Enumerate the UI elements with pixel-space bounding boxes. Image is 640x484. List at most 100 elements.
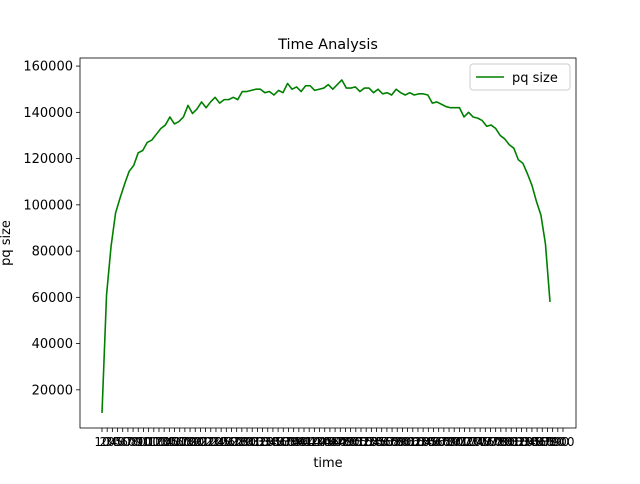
data-point — [228, 99, 230, 101]
x-tick-label: 50 — [115, 435, 130, 449]
data-point — [255, 88, 257, 90]
data-point — [106, 294, 108, 296]
x-tick-label: 750 — [474, 435, 497, 449]
data-point — [210, 101, 212, 103]
x-tick-label: 490 — [339, 435, 362, 449]
y-tick-label: 60000 — [32, 291, 73, 306]
axes-frame — [79, 57, 577, 429]
x-tick-label: 560 — [375, 435, 398, 449]
data-point — [481, 120, 483, 122]
y-tick-label: 160000 — [23, 60, 73, 75]
x-tick-label: 630 — [412, 435, 435, 449]
data-point — [128, 170, 130, 172]
data-point — [318, 88, 320, 90]
x-tick-label: 40 — [110, 435, 125, 449]
data-point — [259, 88, 261, 90]
x-tick-label: 810 — [505, 435, 528, 449]
data-point — [404, 94, 406, 96]
x-tick-label: 410 — [298, 435, 321, 449]
x-tick-label: 110 — [142, 435, 165, 449]
x-tick-label: 210 — [194, 435, 217, 449]
data-point — [291, 88, 293, 90]
x-tick-label: 720 — [458, 435, 481, 449]
x-tick-label: 870 — [536, 435, 559, 449]
data-point — [160, 128, 162, 130]
data-point — [278, 89, 280, 91]
legend-frame — [469, 63, 571, 91]
data-point — [341, 79, 343, 81]
data-point — [296, 86, 298, 88]
data-point — [513, 147, 515, 149]
x-tick-label: 520 — [355, 435, 378, 449]
x-tick-label: 380 — [282, 435, 305, 449]
x-tick-label: 500 — [344, 435, 367, 449]
x-tick-label: 180 — [179, 435, 202, 449]
x-tick-label: 640 — [417, 435, 440, 449]
data-point — [545, 243, 547, 245]
x-tick-label: 890 — [546, 435, 569, 449]
x-tick-label: 680 — [438, 435, 461, 449]
x-tick-label: 700 — [448, 435, 471, 449]
data-point — [468, 111, 470, 113]
x-tick-label: 290 — [236, 435, 259, 449]
x-tick-label: 570 — [381, 435, 404, 449]
data-point — [350, 87, 352, 89]
y-tick-label: 80000 — [32, 245, 73, 260]
data-point — [391, 94, 393, 96]
x-tick-label: 330 — [256, 435, 279, 449]
x-tick-label: 280 — [230, 435, 253, 449]
data-point — [540, 214, 542, 216]
data-point — [445, 106, 447, 108]
x-axis-label: time — [313, 456, 342, 471]
data-point — [395, 88, 397, 90]
data-point — [549, 301, 551, 303]
data-point — [196, 108, 198, 110]
chart-title: Time Analysis — [277, 37, 378, 53]
x-tick-label: 690 — [443, 435, 466, 449]
data-point — [264, 92, 266, 94]
data-point — [237, 99, 239, 101]
x-tick-label: 800 — [500, 435, 523, 449]
x-tick-label: 160 — [168, 435, 191, 449]
data-point — [327, 84, 329, 86]
data-point — [205, 107, 207, 109]
x-tick-label: 530 — [360, 435, 383, 449]
x-tick-label: 830 — [515, 435, 538, 449]
y-tick-label: 40000 — [32, 337, 73, 352]
data-point — [137, 152, 139, 154]
data-point — [477, 117, 479, 119]
data-point — [454, 107, 456, 109]
data-point — [178, 121, 180, 123]
data-point — [214, 96, 216, 98]
data-point — [250, 89, 252, 91]
x-tick-label: 90 — [136, 435, 151, 449]
data-point — [287, 83, 289, 85]
x-tick-label: 450 — [318, 435, 341, 449]
x-tick-label: 510 — [350, 435, 373, 449]
data-point — [413, 94, 415, 96]
series-line-pq-size — [101, 79, 551, 414]
data-point — [124, 183, 126, 185]
data-point — [192, 113, 194, 115]
data-point — [386, 92, 388, 94]
x-tick-label: 220 — [199, 435, 222, 449]
x-tick-label: 650 — [422, 435, 445, 449]
x-tick-label: 550 — [370, 435, 393, 449]
y-tick-label: 140000 — [23, 106, 73, 121]
data-point — [377, 88, 379, 90]
x-tick-label: 880 — [541, 435, 564, 449]
x-tick-label: 610 — [401, 435, 424, 449]
x-tick-label: 670 — [432, 435, 455, 449]
x-tick-label: 440 — [313, 435, 336, 449]
data-point — [115, 212, 117, 214]
data-point — [146, 142, 148, 144]
data-point — [232, 96, 234, 98]
data-point — [223, 99, 225, 101]
legend: pq size — [469, 63, 571, 91]
data-point — [382, 93, 384, 95]
data-point — [495, 128, 497, 130]
data-point — [440, 103, 442, 105]
x-tick-label: 480 — [334, 435, 357, 449]
y-tick-label: 20000 — [32, 383, 73, 398]
data-point — [151, 139, 153, 141]
